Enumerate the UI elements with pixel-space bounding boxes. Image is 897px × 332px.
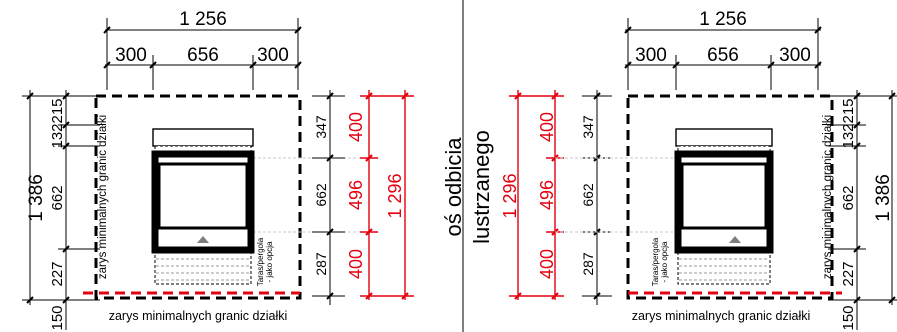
right-top-part-3: 300 [779, 45, 811, 66]
left-side-part-1: 215 [49, 98, 66, 123]
left-house-entrance-triangle [197, 236, 209, 243]
right-terrace-label-1: Taras/pergola [651, 237, 660, 286]
left-terrace-label-1: Taras/pergola [256, 237, 265, 286]
left-top-part-3: 300 [257, 45, 289, 66]
left-top-part-2: 656 [187, 45, 219, 66]
left-house-dimensions [312, 90, 345, 305]
right-side-part-5: 150 [840, 305, 857, 330]
left-top-total: 1 256 [179, 9, 227, 30]
right-terrace-hatch [679, 258, 769, 281]
right-terrace [677, 251, 771, 285]
right-red-part-3: 400 [537, 249, 557, 279]
right-house-dim-3: 287 [580, 252, 596, 276]
left-house-inner-wall [157, 162, 249, 230]
left-red-dimensions [360, 90, 414, 300]
left-terrace-hatch [156, 258, 250, 281]
left-house-dim-3: 287 [313, 252, 329, 276]
right-red-total: 1 296 [500, 173, 520, 218]
left-side-dimensions [22, 90, 100, 330]
left-side-part-3: 662 [49, 185, 66, 210]
right-side-dimensions [828, 90, 897, 330]
left-house-body [151, 150, 255, 254]
right-side-part-4: 227 [840, 261, 857, 286]
left-red-part-3: 400 [346, 249, 366, 279]
right-terrace-label-2: - jako opcja [660, 241, 669, 282]
left-side-part-4: 227 [49, 261, 66, 286]
left-top-part-1: 300 [115, 45, 147, 66]
right-house-entrance-triangle [729, 236, 741, 243]
right-house-body [674, 150, 774, 254]
left-side-part-5: 150 [49, 305, 66, 330]
left-house-dim-1: 347 [313, 115, 329, 139]
mirror-axis-label-2: lustrzanego [469, 130, 494, 244]
left-top-dimensions [103, 18, 302, 90]
left-house-roof [152, 128, 254, 147]
right-house-dim-2: 662 [580, 183, 596, 207]
left-plot-boundary [94, 94, 302, 300]
right-side-part-2: 132 [840, 123, 857, 148]
right-red-part-2: 496 [537, 180, 557, 210]
left-side-part-2: 132 [49, 123, 66, 148]
right-boundary-label-bottom: zarys minimalnych granic działki [632, 309, 811, 323]
right-boundary-label-side: zarys minimalnych granic działki [822, 115, 834, 279]
right-house-inner-wall [680, 162, 768, 230]
right-top-part-1: 300 [635, 45, 667, 66]
left-plan: 1 256 300 656 300 1 386 215 132 662 227 … [22, 9, 414, 331]
left-side-total: 1 386 [26, 174, 47, 222]
right-top-dimensions [624, 18, 822, 90]
left-terrace-label-2: - jako opcja [265, 241, 274, 282]
right-side-total: 1 386 [873, 174, 894, 222]
left-terrace [154, 251, 252, 285]
right-plot-boundary [626, 94, 834, 300]
left-boundary-label-side: zarys minimalnych granic działki [97, 115, 109, 279]
right-top-total: 1 256 [699, 9, 747, 30]
left-boundary-label-bottom: zarys minimalnych granic działki [109, 309, 288, 323]
right-plan: 1 256 300 656 300 1 296 400 496 400 [500, 9, 897, 331]
left-red-total: 1 296 [385, 173, 405, 218]
right-side-part-1: 215 [840, 98, 857, 123]
mirror-axis-label-1: oś odbicia [441, 137, 466, 237]
left-house-dim-2: 662 [313, 183, 329, 207]
left-red-part-1: 400 [346, 112, 366, 142]
right-red-part-1: 400 [537, 112, 557, 142]
left-red-part-2: 496 [346, 180, 366, 210]
right-top-part-2: 656 [707, 45, 739, 66]
right-house-roof [675, 128, 773, 147]
right-side-part-3: 662 [840, 185, 857, 210]
right-house-dim-1: 347 [580, 115, 596, 139]
